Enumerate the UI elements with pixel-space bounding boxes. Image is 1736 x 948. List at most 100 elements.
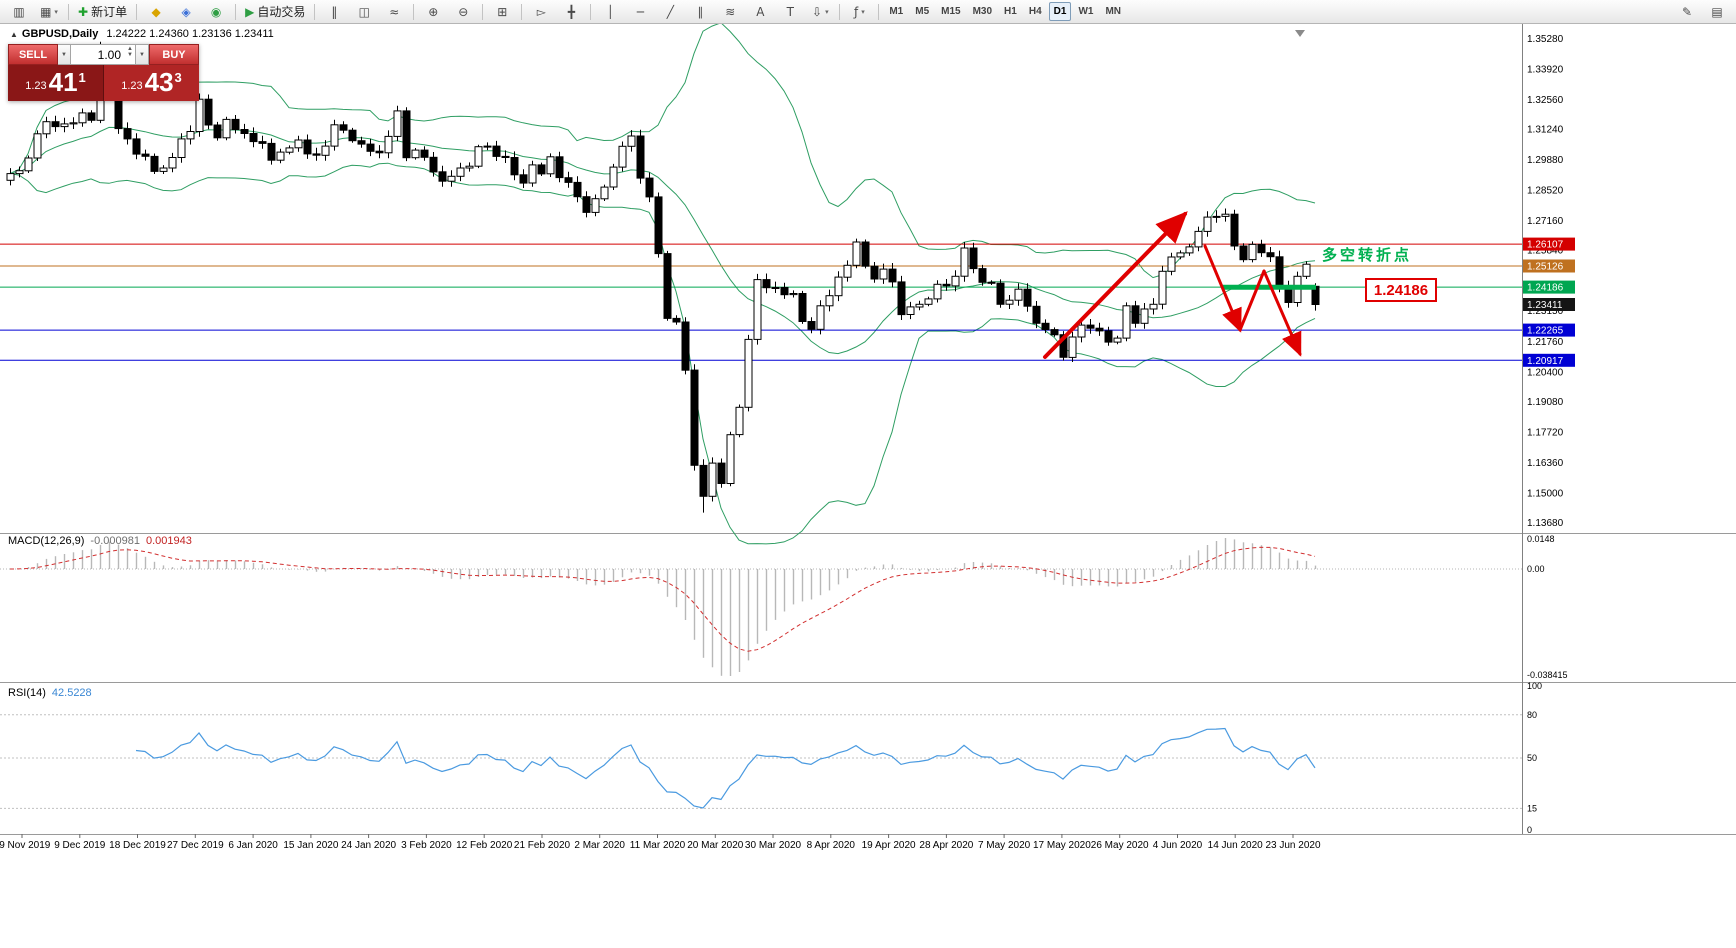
zoom-in-button[interactable]: ⊕ (419, 1, 447, 23)
text-label-icon: T (786, 4, 794, 19)
vertical-line-button[interactable]: │ (596, 1, 624, 23)
text-button[interactable]: A (746, 1, 774, 23)
ask-prefix: 1.23 (121, 80, 143, 92)
timeframe-d1-button[interactable]: D1 (1048, 2, 1072, 21)
rsi-axis-tick: 15 (1527, 803, 1537, 813)
toolbar-right: ✎ ▤ (1672, 0, 1732, 24)
arrow-objects-button[interactable]: ⇩ ▾ (806, 1, 834, 23)
macd-value: -0.000981 (90, 535, 140, 547)
trendline-button[interactable]: ╱ (656, 1, 684, 23)
rsi-axis-tick: 80 (1527, 710, 1537, 720)
date-label: 14 Jun 2020 (1208, 840, 1263, 851)
timeframe-m1-button[interactable]: M1 (889, 6, 904, 17)
date-label: 17 May 2020 (1033, 840, 1091, 851)
timeframe-h1-button[interactable]: H1 (1004, 6, 1017, 17)
price-tag-label: 1.22265 (1527, 326, 1564, 337)
timeframe-m5-button[interactable]: M5 (915, 6, 930, 17)
macd-axis-max: 0.0148 (1527, 534, 1555, 544)
fibonacci-button[interactable]: ≋ (716, 1, 744, 23)
data-window-button[interactable]: ◈ (172, 1, 200, 23)
autotrading-button-label: 自动交易 (257, 5, 306, 19)
buy-dropdown-icon[interactable]: ▼ (136, 44, 149, 65)
chart-shift-marker[interactable] (1295, 30, 1305, 37)
toolbar-separator (68, 3, 69, 20)
horizontal-line-button[interactable]: ─ (626, 1, 654, 23)
turning-point-text: 多空转折点 (1322, 246, 1412, 264)
indicators-button[interactable]: ƒ ▾ (845, 1, 873, 23)
price-axis: 1.35280 1.33920 1.32560 1.31240 1.29880 1.285… (1523, 34, 1575, 529)
toolbar-separator (235, 3, 237, 20)
date-label: 26 May 2020 (1091, 840, 1149, 851)
line-chart-icon: ≈ (389, 4, 400, 19)
text-label-button[interactable]: T (776, 1, 804, 23)
bid-sup: 1 (78, 70, 86, 85)
zigzag-segment[interactable] (1238, 269, 1266, 332)
pencil-button[interactable]: ✎ (1673, 1, 1701, 23)
tile-windows-button[interactable]: ⊞ (488, 1, 516, 23)
collapse-data-window-icon[interactable]: ▲ (10, 30, 18, 39)
timeframe-m15-button[interactable]: M15 (941, 6, 961, 17)
price-tick: 1.25840 (1527, 246, 1564, 257)
timeframe-m30-button[interactable]: M30 (972, 6, 993, 17)
price-tag-label: 1.25126 (1527, 262, 1564, 273)
rsi-axis-tick: 100 (1527, 681, 1542, 691)
macd-name: MACD(12,26,9) (8, 535, 85, 547)
zigzag-segment[interactable] (1203, 244, 1242, 333)
price-tick: 1.23150 (1527, 306, 1564, 317)
zoom-in-icon: ⊕ (428, 4, 439, 19)
new-order-button-label: 新订单 (91, 5, 128, 19)
timeframe-h4-button[interactable]: H4 (1028, 6, 1042, 17)
rsi-line (135, 727, 1316, 809)
price-tick: 1.35280 (1527, 34, 1564, 45)
date-label: 28 Apr 2020 (919, 840, 973, 851)
timeframe-mn-button[interactable]: MN (1105, 6, 1121, 17)
date-label: 6 Jan 2020 (228, 840, 278, 851)
candlestick-chart-button[interactable]: ◫ (350, 1, 378, 23)
buy-button[interactable]: BUY (149, 44, 199, 65)
toolbar-separator (482, 3, 484, 20)
volume-input[interactable] (71, 45, 135, 64)
price-box-label: 1.24186 (1374, 282, 1428, 299)
rsi-axis-tick: 50 (1527, 753, 1537, 763)
market-watch-button[interactable]: ◆ (142, 1, 170, 23)
bar-chart-button[interactable]: ‖ (320, 1, 348, 23)
cursor-button[interactable]: ▻ (527, 1, 555, 23)
zigzag-segment[interactable] (1262, 269, 1302, 357)
bar-chart-icon: ‖ (331, 4, 338, 19)
volume-spinner[interactable]: ▲ ▼ (127, 46, 133, 58)
zoom-out-button[interactable]: ⊖ (449, 1, 477, 23)
price-box[interactable] (1365, 278, 1437, 302)
spinner-down-icon[interactable]: ▼ (127, 52, 133, 58)
candlestick-chart-icon: ◫ (358, 4, 370, 19)
toolbar-separator (521, 3, 523, 20)
price-tag (1523, 353, 1575, 367)
date-label: 23 Jun 2020 (1265, 840, 1320, 851)
buy-price-panel[interactable]: 1.23 43 3 (103, 65, 199, 101)
new-order-icon: ✚ (78, 4, 89, 19)
window-list-button[interactable]: ▤ (1703, 1, 1731, 23)
chart-area: 多空转折点 1.24186 0.0148 0.00 -0.038415 100 80 50 15… (0, 24, 1736, 948)
navigator-button[interactable]: ◉ (202, 1, 230, 23)
new-order-button[interactable]: ✚ 新订单 (74, 1, 131, 23)
price-tag (1523, 298, 1575, 311)
bid-main: 41 (48, 67, 78, 97)
price-tick: 1.33920 (1527, 65, 1564, 76)
crosshair-button[interactable]: ╋ (557, 1, 585, 23)
date-label: 21 Feb 2020 (514, 840, 571, 851)
timeframe-w1-button[interactable]: W1 (1078, 6, 1094, 17)
macd-signal-value: 0.001943 (145, 535, 192, 547)
sell-price-panel[interactable]: 1.23 41 1 (8, 65, 103, 101)
new-chart-button[interactable]: ▥ (5, 1, 33, 23)
line-chart-button[interactable]: ≈ (380, 1, 408, 23)
sell-dropdown-icon[interactable]: ▼ (58, 44, 71, 65)
autotrading-button[interactable]: ▶ 自动交易 (241, 1, 309, 23)
sell-button[interactable]: SELL (8, 44, 58, 65)
trend-up-arrow[interactable] (1043, 211, 1188, 359)
equidistant-channel-button[interactable]: ∥ (686, 1, 714, 23)
chart-profiles-button[interactable]: ▦ ▾ (35, 1, 63, 23)
spinner-up-icon[interactable]: ▲ (127, 46, 133, 52)
autotrading-icon: ▶ (245, 4, 255, 19)
chart-title: ▲ GBPUSD,Daily 1.24222 1.24360 1.23136 1.2… (10, 28, 274, 40)
